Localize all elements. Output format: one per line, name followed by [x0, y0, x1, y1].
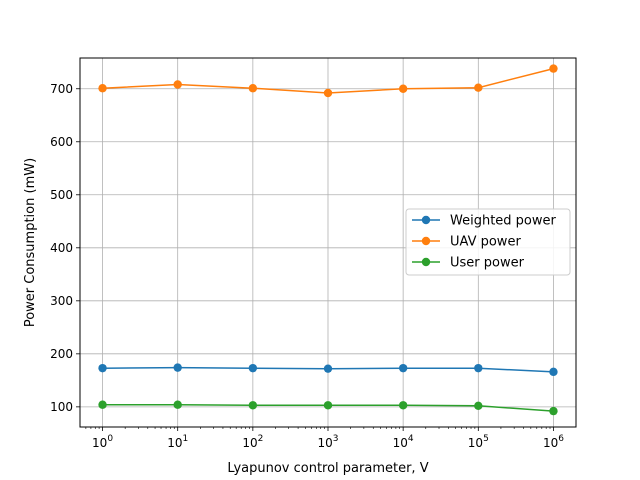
x-axis-ticks: 100 101 102 103 104 105 106	[85, 427, 564, 450]
y-axis-label: Power Consumption (mW)	[23, 158, 38, 327]
legend-swatch-marker	[421, 236, 431, 246]
legend-label: User power	[450, 256, 525, 271]
x-tick-exponent: 4	[408, 434, 414, 444]
x-tick-base: 10	[92, 436, 107, 450]
legend-swatch-marker	[421, 215, 431, 225]
data-point	[474, 363, 483, 373]
x-tick-base: 10	[543, 436, 558, 450]
data-point	[98, 400, 107, 409]
x-tick-label: 101	[167, 434, 188, 450]
x-tick-exponent: 0	[107, 434, 113, 444]
data-point	[474, 401, 483, 410]
x-axis-label: Lyapunov control parameter, V	[227, 461, 428, 476]
data-point	[398, 363, 408, 373]
data-point	[98, 84, 107, 93]
x-tick-label: 104	[393, 434, 414, 450]
y-tick-label: 200	[50, 347, 73, 361]
data-point	[323, 88, 333, 98]
x-tick-label: 106	[543, 434, 564, 450]
data-point	[173, 80, 182, 89]
data-point	[248, 401, 258, 410]
data-point	[398, 401, 408, 410]
x-tick-exponent: 5	[483, 434, 489, 444]
x-tick-base: 10	[393, 436, 408, 450]
data-point	[474, 83, 483, 92]
y-axis-ticks: 100 200 300 400 500 600 700	[50, 82, 80, 414]
x-tick-label: 105	[468, 434, 489, 450]
y-tick-label: 300	[50, 294, 73, 308]
x-tick-exponent: 6	[558, 434, 564, 444]
x-tick-base: 10	[468, 436, 483, 450]
data-point	[549, 367, 558, 377]
data-point	[323, 401, 333, 410]
legend-label: UAV power	[450, 235, 521, 250]
x-tick-exponent: 3	[333, 434, 339, 444]
data-point	[98, 363, 107, 373]
x-tick-label: 102	[242, 434, 263, 450]
data-point	[549, 64, 558, 73]
x-tick-base: 10	[242, 436, 257, 450]
data-point	[248, 84, 258, 93]
data-point	[173, 363, 182, 372]
data-point	[248, 363, 258, 373]
x-tick-base: 10	[317, 436, 332, 450]
data-point	[323, 364, 333, 373]
y-tick-label: 100	[50, 400, 73, 414]
series-markers	[98, 64, 558, 416]
x-tick-base: 10	[167, 436, 182, 450]
y-tick-label: 400	[50, 241, 73, 255]
y-tick-label: 600	[50, 135, 73, 149]
data-point	[398, 84, 408, 93]
x-tick-exponent: 2	[258, 434, 264, 444]
y-tick-label: 700	[50, 82, 73, 96]
legend: Weighted power UAV power User power	[405, 208, 571, 276]
legend-label: Weighted power	[450, 214, 557, 229]
y-tick-label: 500	[50, 188, 73, 202]
data-point	[549, 406, 558, 416]
x-tick-label: 103	[317, 434, 338, 450]
x-tick-label: 100	[92, 434, 113, 450]
data-point	[173, 400, 182, 409]
x-tick-exponent: 1	[182, 434, 188, 444]
legend-swatch-marker	[421, 257, 431, 267]
legend-box	[405, 208, 571, 276]
